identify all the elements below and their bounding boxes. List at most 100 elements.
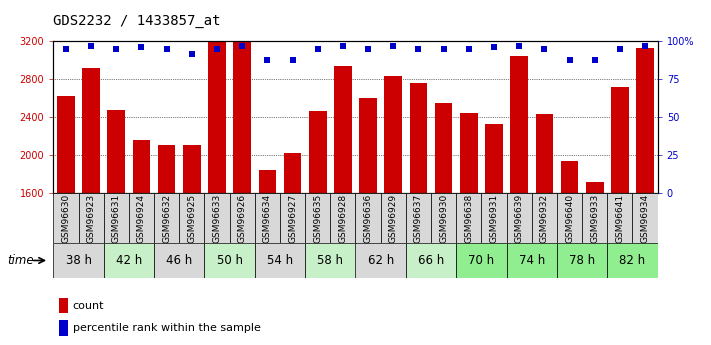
Text: 42 h: 42 h: [116, 254, 142, 267]
Bar: [82, 68, 100, 193]
Point: [639, 43, 651, 49]
Text: GSM96929: GSM96929: [389, 194, 397, 243]
Point: [363, 46, 374, 52]
Text: 66 h: 66 h: [418, 254, 444, 267]
Point: [564, 57, 575, 62]
Bar: [53, 193, 78, 243]
Bar: [356, 193, 380, 243]
Text: percentile rank within the sample: percentile rank within the sample: [73, 323, 260, 333]
Text: GDS2232 / 1433857_at: GDS2232 / 1433857_at: [53, 13, 221, 28]
Bar: [557, 193, 582, 243]
Bar: [154, 193, 179, 243]
Bar: [406, 243, 456, 278]
Text: GSM96933: GSM96933: [590, 194, 599, 243]
Bar: [60, 320, 68, 336]
Bar: [233, 41, 251, 193]
Text: GSM96931: GSM96931: [489, 194, 498, 243]
Text: GSM96934: GSM96934: [641, 194, 650, 243]
Bar: [255, 243, 305, 278]
Bar: [510, 56, 528, 193]
Bar: [607, 243, 658, 278]
Bar: [359, 98, 377, 193]
Point: [60, 46, 72, 52]
Bar: [535, 115, 553, 193]
Text: GSM96927: GSM96927: [288, 194, 297, 243]
Bar: [586, 182, 604, 193]
Text: GSM96634: GSM96634: [263, 194, 272, 243]
Text: 58 h: 58 h: [317, 254, 343, 267]
Bar: [435, 103, 452, 193]
Bar: [133, 140, 150, 193]
Bar: [57, 96, 75, 193]
Text: GSM96637: GSM96637: [414, 194, 423, 243]
Text: GSM96926: GSM96926: [237, 194, 247, 243]
Point: [539, 46, 550, 52]
Bar: [104, 243, 154, 278]
Point: [413, 46, 424, 52]
Point: [186, 51, 198, 56]
Bar: [305, 193, 331, 243]
Text: GSM96932: GSM96932: [540, 194, 549, 243]
Bar: [582, 193, 607, 243]
Point: [161, 46, 172, 52]
Bar: [485, 124, 503, 193]
Text: GSM96631: GSM96631: [112, 194, 121, 243]
Text: GSM96928: GSM96928: [338, 194, 348, 243]
Bar: [611, 87, 629, 193]
Bar: [557, 243, 607, 278]
Text: GSM96638: GSM96638: [464, 194, 474, 243]
Point: [513, 43, 525, 49]
Point: [262, 57, 273, 62]
Point: [463, 46, 474, 52]
Bar: [53, 243, 104, 278]
Text: 62 h: 62 h: [368, 254, 394, 267]
Bar: [284, 153, 301, 193]
Bar: [158, 145, 176, 193]
Bar: [183, 145, 201, 193]
Bar: [356, 243, 406, 278]
Bar: [107, 110, 125, 193]
Text: GSM96641: GSM96641: [616, 194, 624, 243]
Bar: [255, 193, 280, 243]
Bar: [259, 170, 276, 193]
Point: [136, 45, 147, 50]
Bar: [410, 83, 427, 193]
Bar: [431, 193, 456, 243]
Bar: [208, 42, 226, 193]
Text: count: count: [73, 301, 105, 311]
Point: [614, 46, 626, 52]
Point: [111, 46, 122, 52]
Text: GSM96930: GSM96930: [439, 194, 448, 243]
Bar: [460, 112, 478, 193]
Point: [85, 43, 97, 49]
Bar: [481, 193, 506, 243]
Bar: [607, 193, 633, 243]
Point: [589, 57, 600, 62]
Text: 38 h: 38 h: [65, 254, 92, 267]
Text: GSM96639: GSM96639: [515, 194, 524, 243]
Text: GSM96630: GSM96630: [61, 194, 70, 243]
Bar: [456, 243, 506, 278]
Bar: [205, 243, 255, 278]
Point: [312, 46, 324, 52]
Bar: [305, 243, 356, 278]
Bar: [385, 76, 402, 193]
Bar: [78, 193, 104, 243]
Text: 74 h: 74 h: [518, 254, 545, 267]
Bar: [309, 111, 326, 193]
Text: 70 h: 70 h: [469, 254, 494, 267]
Bar: [205, 193, 230, 243]
Text: 78 h: 78 h: [569, 254, 595, 267]
Bar: [532, 193, 557, 243]
Bar: [230, 193, 255, 243]
Text: GSM96636: GSM96636: [363, 194, 373, 243]
Text: 54 h: 54 h: [267, 254, 293, 267]
Text: 82 h: 82 h: [619, 254, 646, 267]
Bar: [334, 66, 352, 193]
Bar: [561, 161, 578, 193]
Bar: [636, 48, 654, 193]
Point: [438, 46, 449, 52]
Bar: [154, 243, 205, 278]
Bar: [456, 193, 481, 243]
Bar: [129, 193, 154, 243]
